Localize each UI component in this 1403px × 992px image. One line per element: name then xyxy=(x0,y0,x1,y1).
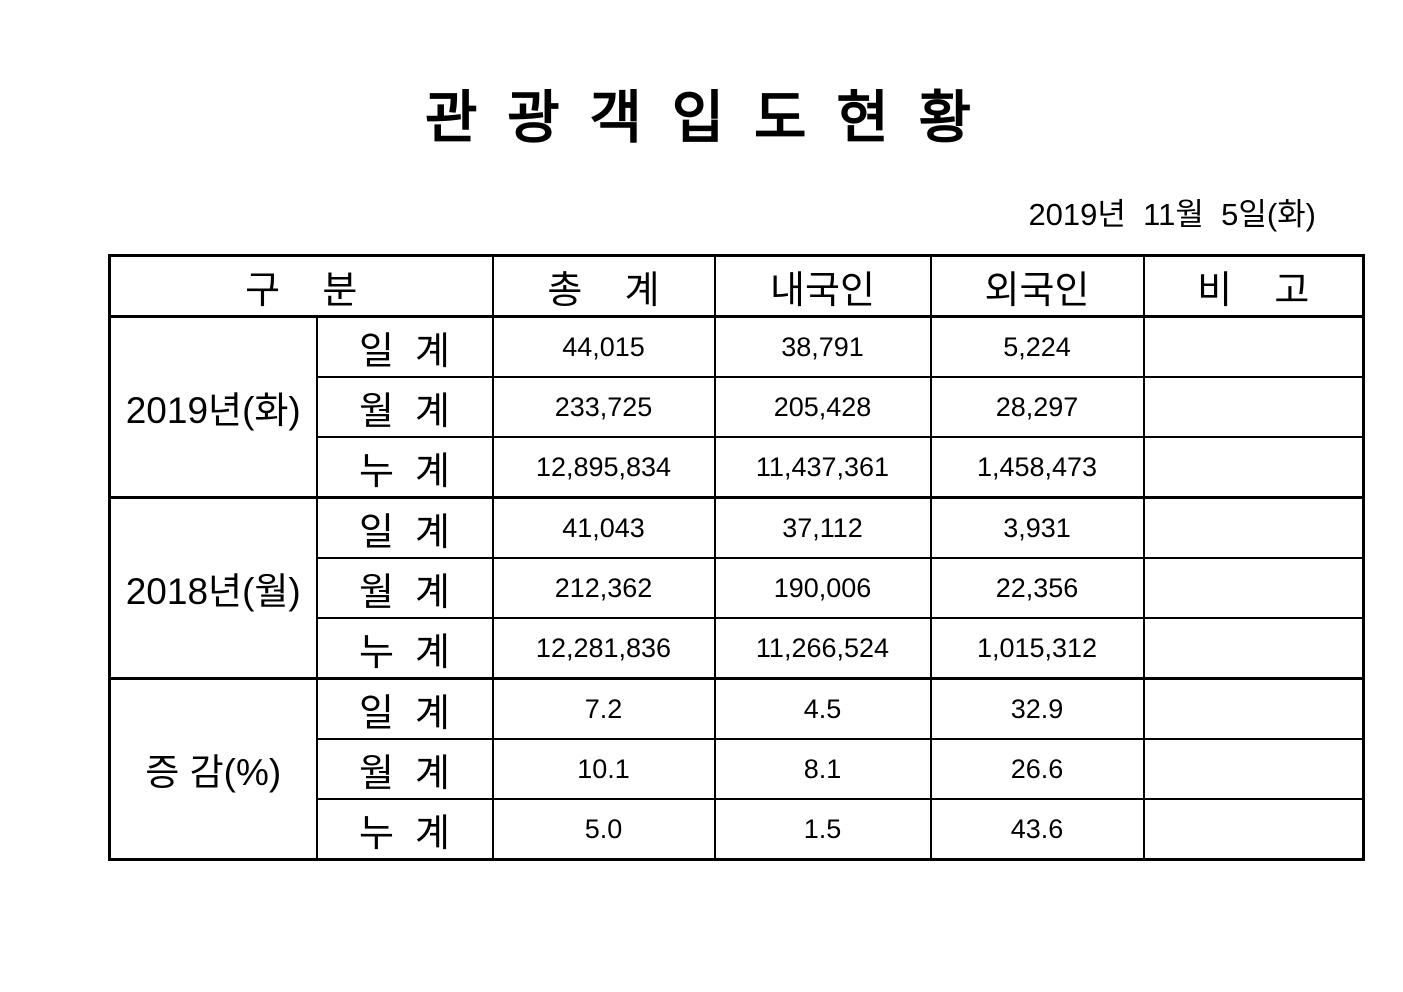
cell-remark xyxy=(1142,617,1365,680)
cell-remark xyxy=(1142,315,1365,379)
table-row: 누 계 5.0 1.5 43.6 xyxy=(110,798,1365,861)
cell-domestic: 37,112 xyxy=(713,496,932,560)
cell-total: 5.0 xyxy=(491,798,716,861)
cell-remark xyxy=(1142,798,1365,861)
table-row: 2019년(화) 일 계 44,015 38,791 5,224 xyxy=(108,315,1365,499)
cell-foreign: 32.9 xyxy=(929,677,1145,741)
cell-total: 233,725 xyxy=(491,376,716,439)
table-row: 월 계 233,725 205,428 28,297 xyxy=(110,376,1365,439)
cell-foreign: 43.6 xyxy=(929,798,1145,861)
header-remarks: 비 고 xyxy=(1142,254,1365,318)
row-sub-label: 일 계 xyxy=(315,315,494,379)
group-label-2019: 2019년(화) xyxy=(108,315,318,499)
cell-total: 41,043 xyxy=(491,496,716,560)
cell-domestic: 205,428 xyxy=(713,376,932,439)
row-sub-label: 일 계 xyxy=(315,677,494,741)
header-total: 총 계 xyxy=(491,254,716,318)
cell-domestic: 1.5 xyxy=(713,798,932,861)
cell-domestic: 8.1 xyxy=(713,738,932,801)
row-sub-label: 월 계 xyxy=(315,738,494,801)
row-sub-label: 월 계 xyxy=(315,557,494,620)
cell-foreign: 5,224 xyxy=(929,315,1145,379)
header-category: 구 분 xyxy=(108,254,494,318)
cell-foreign: 1,015,312 xyxy=(929,617,1145,680)
cell-total: 44,015 xyxy=(491,315,716,379)
cell-foreign: 3,931 xyxy=(929,496,1145,560)
row-sub-label: 누 계 xyxy=(315,436,494,499)
group-label-change-pct: 증 감(%) xyxy=(108,677,318,861)
cell-domestic: 11,437,361 xyxy=(713,436,932,499)
cell-remark xyxy=(1142,496,1365,560)
table-row: 누 계 12,281,836 11,266,524 1,015,312 xyxy=(110,617,1365,680)
cell-total: 12,281,836 xyxy=(491,617,716,680)
page-title: 관 광 객 입 도 현 황 xyxy=(424,86,979,150)
row-sub-label: 누 계 xyxy=(315,798,494,861)
row-sub-label: 일 계 xyxy=(315,496,494,560)
cell-foreign: 1,458,473 xyxy=(929,436,1145,499)
cell-remark xyxy=(1142,738,1365,801)
table-row: 월 계 212,362 190,006 22,356 xyxy=(110,557,1365,620)
header-foreign: 외국인 xyxy=(929,254,1145,318)
header-domestic: 내국인 xyxy=(713,254,932,318)
cell-total: 212,362 xyxy=(491,557,716,620)
cell-remark xyxy=(1142,557,1365,620)
cell-foreign: 28,297 xyxy=(929,376,1145,439)
cell-foreign: 26.6 xyxy=(929,738,1145,801)
report-date: 2019년 11월 5일(화) xyxy=(1028,197,1316,233)
table-row: 증 감(%) 일 계 7.2 4.5 32.9 xyxy=(108,677,1365,861)
cell-total: 10.1 xyxy=(491,738,716,801)
table-row: 누 계 12,895,834 11,437,361 1,458,473 xyxy=(110,436,1365,499)
cell-total: 12,895,834 xyxy=(491,436,716,499)
table-header-row: 구 분 총 계 내국인 외국인 비 고 xyxy=(108,254,1365,318)
cell-domestic: 4.5 xyxy=(713,677,932,741)
tourist-arrival-table: 구 분 총 계 내국인 외국인 비 고 2019년(화) 일 계 44,015 … xyxy=(108,254,1365,862)
row-sub-label: 누 계 xyxy=(315,617,494,680)
cell-domestic: 38,791 xyxy=(713,315,932,379)
cell-remark xyxy=(1142,677,1365,741)
cell-domestic: 11,266,524 xyxy=(713,617,932,680)
table-row: 월 계 10.1 8.1 26.6 xyxy=(110,738,1365,801)
group-label-2018: 2018년(월) xyxy=(108,496,318,680)
cell-foreign: 22,356 xyxy=(929,557,1145,620)
table-row: 2018년(월) 일 계 41,043 37,112 3,931 xyxy=(108,496,1365,680)
cell-remark xyxy=(1142,376,1365,439)
cell-domestic: 190,006 xyxy=(713,557,932,620)
cell-remark xyxy=(1142,436,1365,499)
row-sub-label: 월 계 xyxy=(315,376,494,439)
cell-total: 7.2 xyxy=(491,677,716,741)
